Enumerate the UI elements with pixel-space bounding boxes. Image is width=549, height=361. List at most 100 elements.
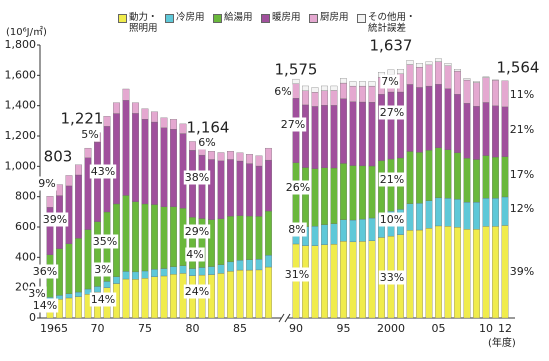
legend-label: 冷房用 [176, 12, 205, 23]
bar-segment [302, 167, 309, 227]
share-label-group: 35% [91, 234, 119, 249]
bar-segment [170, 274, 177, 319]
share-label: 14% [33, 299, 57, 312]
label-background [41, 212, 69, 227]
bar-segment [406, 64, 414, 85]
legend-swatch [165, 14, 174, 23]
bar-segment [349, 241, 357, 319]
share-label-group: 29% [183, 224, 211, 239]
bar-segment [75, 296, 82, 319]
bar-segment [330, 105, 338, 169]
bar-segment [160, 206, 168, 269]
bar-segment [359, 218, 366, 242]
bar-segment [84, 229, 92, 290]
bar-segment [435, 225, 442, 319]
bar-segment [113, 276, 120, 284]
bar-segment [151, 121, 158, 205]
share-label-group: 31% [283, 267, 311, 282]
share-label: 14% [91, 293, 115, 306]
x-tick-label: 05 [432, 322, 446, 335]
x-tick-label: 80 [186, 322, 200, 335]
x-tick-label: 70 [91, 322, 105, 335]
bar-segment [454, 199, 461, 228]
legend-label: 給湯用 [224, 12, 253, 23]
bar-segment [56, 184, 63, 196]
share-label-group: 27% [279, 117, 307, 132]
bar-segment [227, 271, 234, 319]
bar-segment [463, 158, 471, 203]
share-label: 39% [510, 265, 534, 278]
bar-segment [236, 269, 244, 319]
bar-segment [75, 164, 82, 176]
bar-segment [349, 81, 357, 87]
bar-segment [84, 147, 92, 158]
bar-segment [349, 101, 357, 166]
label-background [31, 298, 59, 313]
bar-segment [378, 94, 385, 161]
bar-segment [397, 91, 404, 159]
bar-segment [141, 108, 149, 120]
bar-segment [255, 269, 263, 319]
share-label-group: 43% [89, 164, 117, 179]
bar-segment [492, 80, 499, 106]
bar-segment [265, 210, 272, 256]
bar-segment [46, 196, 54, 208]
bar-segment [311, 245, 319, 319]
share-label-group: 6% [273, 84, 293, 99]
axis-break [278, 313, 285, 323]
bar-segment [179, 123, 187, 134]
bar-segment [302, 104, 309, 168]
bar-segment [463, 103, 471, 159]
bar-segment [501, 196, 509, 226]
bar-segment [492, 226, 499, 319]
share-label-group: 39% [510, 265, 534, 278]
bar-segment [321, 85, 328, 91]
bar-segment [160, 117, 168, 128]
total-label: 803 [44, 148, 73, 166]
bar-segment [321, 244, 328, 319]
bar-segment [170, 206, 177, 267]
bar-segment [444, 88, 452, 150]
x-axis-label: (年度) [488, 336, 516, 349]
bar-segment [492, 156, 499, 199]
legend-label: 暖房用 [272, 12, 301, 23]
total-label: 1,637 [370, 37, 413, 55]
bar-segment [482, 226, 490, 319]
share-label-group: 5% [80, 127, 100, 142]
share-label: 3% [94, 263, 111, 276]
share-label: 27% [380, 106, 404, 119]
bar-segment [311, 92, 319, 107]
share-label: 5% [81, 128, 98, 141]
bar-segment [501, 106, 509, 157]
share-label: 35% [93, 235, 117, 248]
bar-segment [397, 69, 404, 74]
bar-segment [368, 81, 376, 87]
bar-segment [330, 243, 338, 319]
bar-segment [217, 264, 225, 274]
bar-segment [302, 90, 309, 106]
legend-item: 冷房用 [165, 12, 208, 34]
bar-segment [160, 275, 168, 319]
bar-segment [435, 197, 442, 227]
bar-segment [265, 266, 272, 319]
share-label-group: 38% [183, 170, 211, 185]
axis-break [284, 313, 291, 323]
share-label: 12% [510, 202, 534, 215]
share-label-group: 14% [89, 292, 117, 307]
bar-segment [454, 70, 461, 95]
bar-segment [359, 241, 366, 319]
legend-swatch [118, 14, 127, 23]
bar-segment [94, 141, 101, 222]
total-label: 1,564 [497, 59, 540, 77]
bar-segment [416, 87, 423, 153]
label-background [93, 262, 113, 277]
share-label: 17% [510, 168, 534, 181]
bar-segment [340, 98, 347, 164]
bar-segment [425, 200, 433, 229]
bar-segment [311, 226, 319, 246]
share-label-group: 3% [27, 286, 47, 301]
bar-segment [482, 102, 490, 156]
share-label: 24% [185, 285, 209, 298]
bar-segment [321, 105, 328, 169]
bar-segment [208, 159, 215, 220]
